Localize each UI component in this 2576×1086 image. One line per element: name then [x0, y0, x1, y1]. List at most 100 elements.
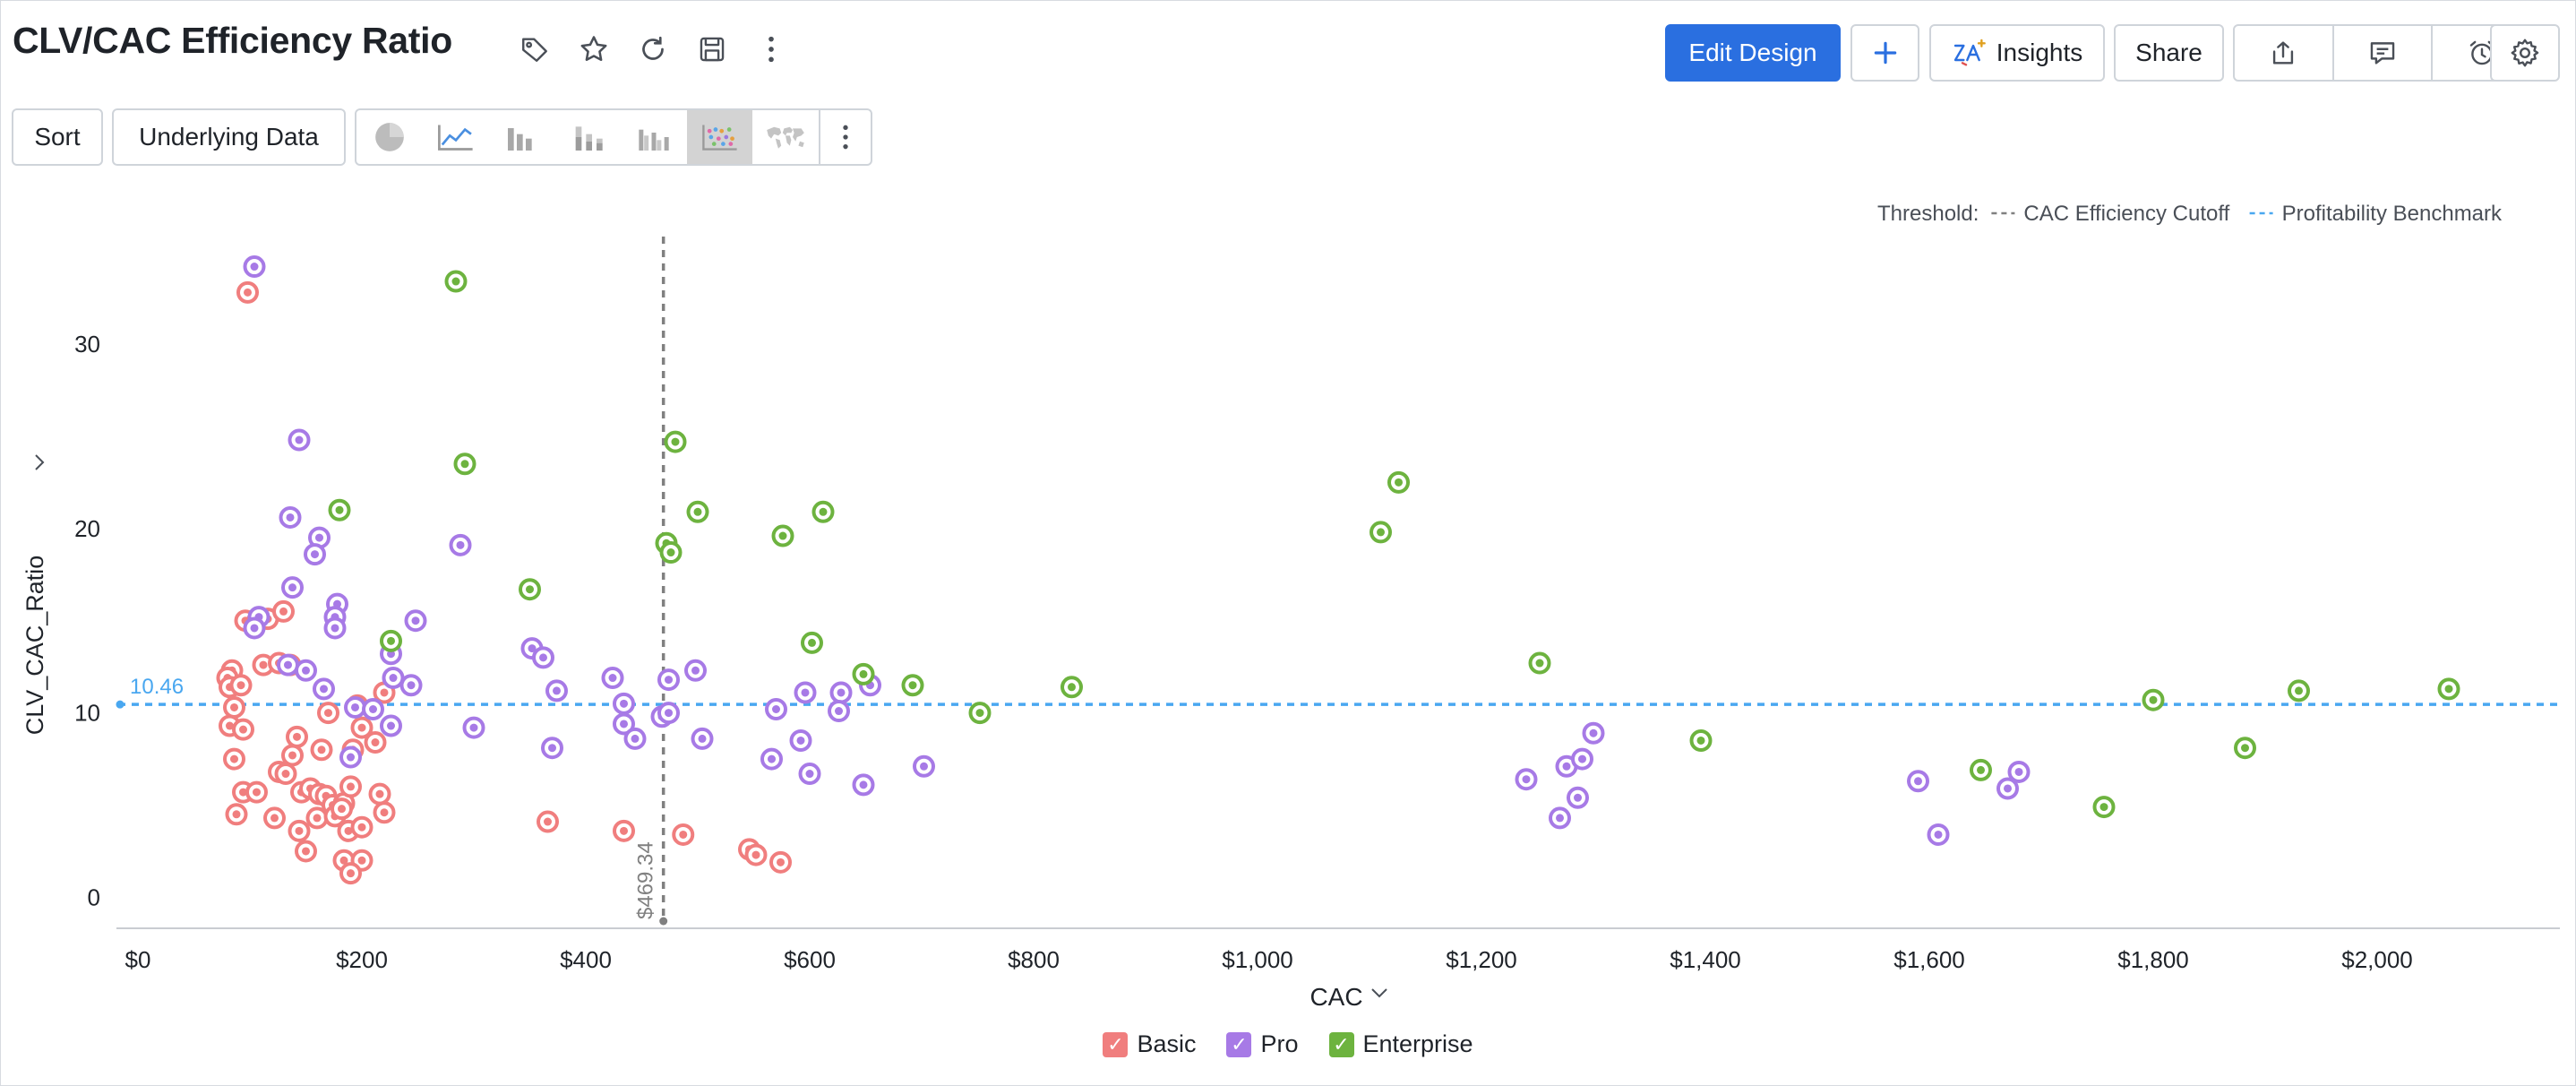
data-point-basic[interactable] [537, 810, 559, 833]
data-point-pro[interactable] [288, 428, 311, 452]
chart-options-button[interactable] [819, 110, 871, 164]
chart-type-stacked-bar[interactable] [554, 110, 621, 164]
data-point-pro[interactable] [657, 668, 680, 692]
insights-button[interactable]: Insights [1929, 24, 2105, 82]
data-point-basic[interactable] [317, 702, 339, 725]
sort-button[interactable]: Sort [12, 108, 103, 166]
chart-type-bar[interactable] [488, 110, 554, 164]
export-button[interactable] [2235, 26, 2334, 80]
edit-design-button[interactable]: Edit Design [1665, 24, 1841, 82]
data-point-pro[interactable] [798, 763, 821, 786]
data-point-enterprise[interactable] [1970, 758, 1992, 781]
settings-button[interactable] [2490, 24, 2560, 82]
data-point-basic[interactable] [223, 747, 245, 771]
data-point-enterprise[interactable] [901, 674, 924, 697]
data-point-pro[interactable] [243, 255, 266, 279]
data-point-pro[interactable] [545, 679, 568, 702]
data-point-pro[interactable] [541, 737, 563, 760]
data-point-pro[interactable] [277, 653, 299, 677]
data-point-enterprise[interactable] [2092, 796, 2116, 819]
data-point-pro[interactable] [313, 677, 335, 701]
data-point-enterprise[interactable] [852, 662, 875, 685]
data-point-pro[interactable] [295, 659, 317, 682]
data-point-basic[interactable] [350, 716, 374, 739]
data-point-pro[interactable] [304, 543, 326, 566]
data-point-pro[interactable] [362, 697, 384, 720]
data-point-basic[interactable] [245, 780, 268, 804]
refresh-icon[interactable] [632, 29, 674, 70]
data-point-enterprise[interactable] [801, 631, 823, 654]
data-point-basic[interactable] [331, 797, 353, 821]
data-point-pro[interactable] [829, 681, 853, 704]
data-point-pro[interactable] [462, 716, 485, 739]
chart-type-scatter[interactable] [686, 110, 753, 164]
data-point-pro[interactable] [657, 702, 680, 725]
data-point-basic[interactable] [769, 850, 792, 874]
chart-type-grouped-bar[interactable] [621, 110, 687, 164]
data-point-enterprise[interactable] [444, 270, 468, 293]
data-point-enterprise[interactable] [1387, 470, 1410, 494]
data-point-pro[interactable] [344, 695, 366, 719]
save-icon[interactable] [691, 29, 733, 70]
data-point-pro[interactable] [760, 747, 783, 771]
data-point-basic[interactable] [373, 801, 396, 824]
data-point-basic[interactable] [364, 731, 387, 754]
data-point-pro[interactable] [1907, 770, 1929, 793]
data-point-pro[interactable] [243, 616, 266, 640]
data-point-basic[interactable] [281, 744, 304, 767]
data-point-pro[interactable] [279, 505, 302, 529]
data-point-enterprise[interactable] [2234, 737, 2256, 760]
star-icon[interactable] [573, 29, 614, 70]
data-point-pro[interactable] [1927, 823, 1950, 846]
data-point-basic[interactable] [236, 280, 259, 304]
data-point-basic[interactable] [274, 763, 297, 786]
data-point-enterprise[interactable] [1060, 676, 1083, 699]
data-point-enterprise[interactable] [686, 500, 709, 523]
data-point-pro[interactable] [1571, 747, 1593, 771]
data-point-basic[interactable] [263, 806, 286, 830]
data-point-pro[interactable] [828, 700, 850, 723]
data-point-basic[interactable] [310, 738, 333, 762]
data-point-pro[interactable] [1515, 768, 1538, 791]
data-point-pro[interactable] [684, 659, 707, 682]
data-point-enterprise[interactable] [380, 629, 402, 652]
data-point-pro[interactable] [399, 674, 423, 697]
data-point-enterprise[interactable] [659, 541, 683, 565]
data-point-pro[interactable] [1582, 721, 1605, 745]
data-point-basic[interactable] [272, 599, 295, 623]
legend-item-pro[interactable]: ✓ Pro [1226, 1030, 1299, 1058]
data-point-pro[interactable] [613, 692, 635, 715]
data-point-pro[interactable] [913, 754, 935, 778]
data-point-pro[interactable] [449, 533, 472, 556]
data-point-enterprise[interactable] [453, 452, 477, 476]
legend-item-basic[interactable]: ✓ Basic [1103, 1030, 1196, 1058]
data-point-enterprise[interactable] [328, 498, 351, 521]
data-point-pro[interactable] [380, 714, 402, 737]
data-point-pro[interactable] [765, 697, 787, 720]
data-point-basic[interactable] [672, 823, 695, 846]
data-point-enterprise[interactable] [2437, 677, 2460, 701]
data-point-pro[interactable] [323, 616, 347, 640]
data-point-enterprise[interactable] [968, 702, 992, 725]
data-point-basic[interactable] [225, 803, 248, 826]
data-point-enterprise[interactable] [1370, 521, 1392, 544]
comments-button[interactable] [2334, 26, 2434, 80]
y-axis-title[interactable]: CLV_CAC_Ratio [21, 454, 48, 735]
data-point-basic[interactable] [288, 819, 311, 842]
data-point-pro[interactable] [382, 667, 405, 690]
data-point-pro[interactable] [623, 727, 647, 750]
data-point-basic[interactable] [350, 815, 374, 839]
legend-item-enterprise[interactable]: ✓ Enterprise [1328, 1030, 1473, 1058]
data-point-basic[interactable] [368, 782, 391, 806]
data-point-basic[interactable] [223, 695, 245, 719]
data-point-pro[interactable] [1567, 786, 1589, 809]
data-point-pro[interactable] [691, 727, 714, 750]
data-point-enterprise[interactable] [2288, 679, 2310, 702]
underlying-data-button[interactable]: Underlying Data [112, 108, 346, 166]
threshold-legend-benchmark[interactable]: Profitability Benchmark [2282, 202, 2503, 226]
data-point-basic[interactable] [286, 725, 308, 748]
chart-type-pie[interactable] [356, 110, 423, 164]
data-point-enterprise[interactable] [811, 500, 835, 523]
data-point-enterprise[interactable] [1528, 651, 1551, 675]
data-point-pro[interactable] [601, 667, 624, 690]
